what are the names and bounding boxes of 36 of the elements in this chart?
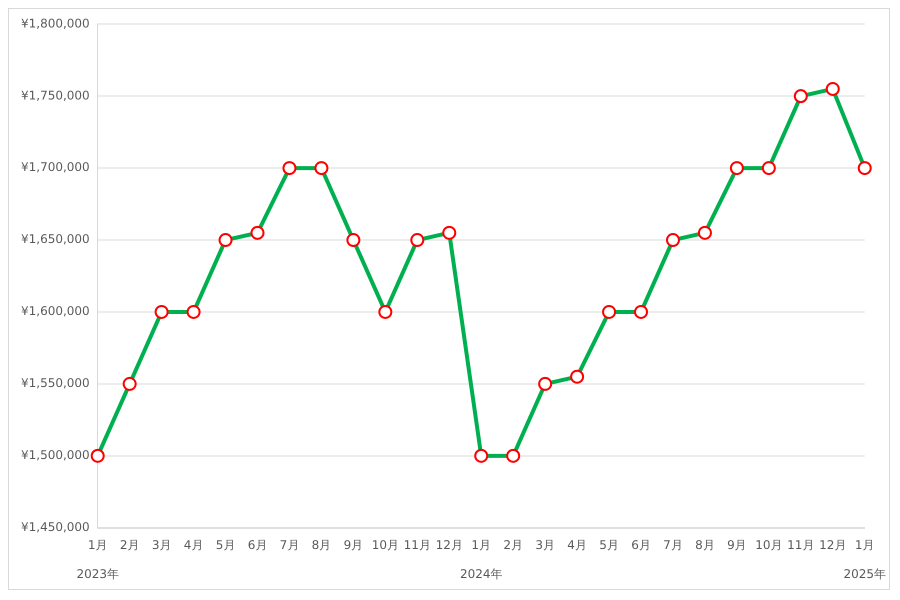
x-tick-label: 1月 bbox=[854, 538, 875, 552]
y-tick-label: ¥1,750,000 bbox=[20, 88, 90, 102]
y-tick-label: ¥1,600,000 bbox=[20, 304, 90, 318]
x-tick-label: 12月 bbox=[819, 538, 846, 552]
y-tick-label: ¥1,800,000 bbox=[20, 16, 90, 30]
x-tick-label: 9月 bbox=[727, 538, 747, 552]
y-tick-label: ¥1,700,000 bbox=[20, 160, 90, 174]
y-tick-label: ¥1,650,000 bbox=[20, 232, 90, 246]
x-tick-label: 4月 bbox=[184, 538, 204, 552]
text: 2025年 bbox=[843, 566, 886, 581]
y-tick-label: ¥1,500,000 bbox=[20, 448, 90, 462]
x-tick-label: 6月 bbox=[631, 538, 651, 552]
x-tick-label: 7月 bbox=[663, 538, 683, 552]
x-tick-label: 1月 bbox=[88, 538, 108, 552]
x-tick-label: 8月 bbox=[695, 538, 715, 552]
x-tick-label: 4月 bbox=[567, 538, 587, 552]
text: 2024年 bbox=[460, 566, 502, 581]
x-tick-label: 5月 bbox=[599, 538, 619, 552]
x-tick-label: 3月 bbox=[152, 538, 172, 552]
x-tick-label: 3月 bbox=[535, 538, 555, 552]
x-tick-label: 11月 bbox=[787, 538, 814, 552]
x-tick-label: 10月 bbox=[755, 538, 782, 552]
x-tick-label: 6月 bbox=[248, 538, 268, 552]
x-tick-label: 5月 bbox=[216, 538, 236, 552]
y-tick-label: ¥1,450,000 bbox=[20, 520, 90, 534]
y-tick-label: ¥1,550,000 bbox=[20, 376, 90, 390]
x-tick-label: 7月 bbox=[280, 538, 300, 552]
text: 2023年 bbox=[76, 566, 119, 581]
x-tick-label: 1月 bbox=[471, 538, 492, 552]
x-tick-label: 2月 bbox=[120, 538, 140, 552]
x-tick-label: 10月 bbox=[372, 538, 399, 552]
x-tick-label: 2月 bbox=[503, 538, 523, 552]
x-tick-label: 8月 bbox=[312, 538, 332, 552]
x-tick-label: 11月 bbox=[404, 538, 431, 552]
x-tick-label: 9月 bbox=[344, 538, 364, 552]
x-tick-label: 12月 bbox=[436, 538, 463, 552]
